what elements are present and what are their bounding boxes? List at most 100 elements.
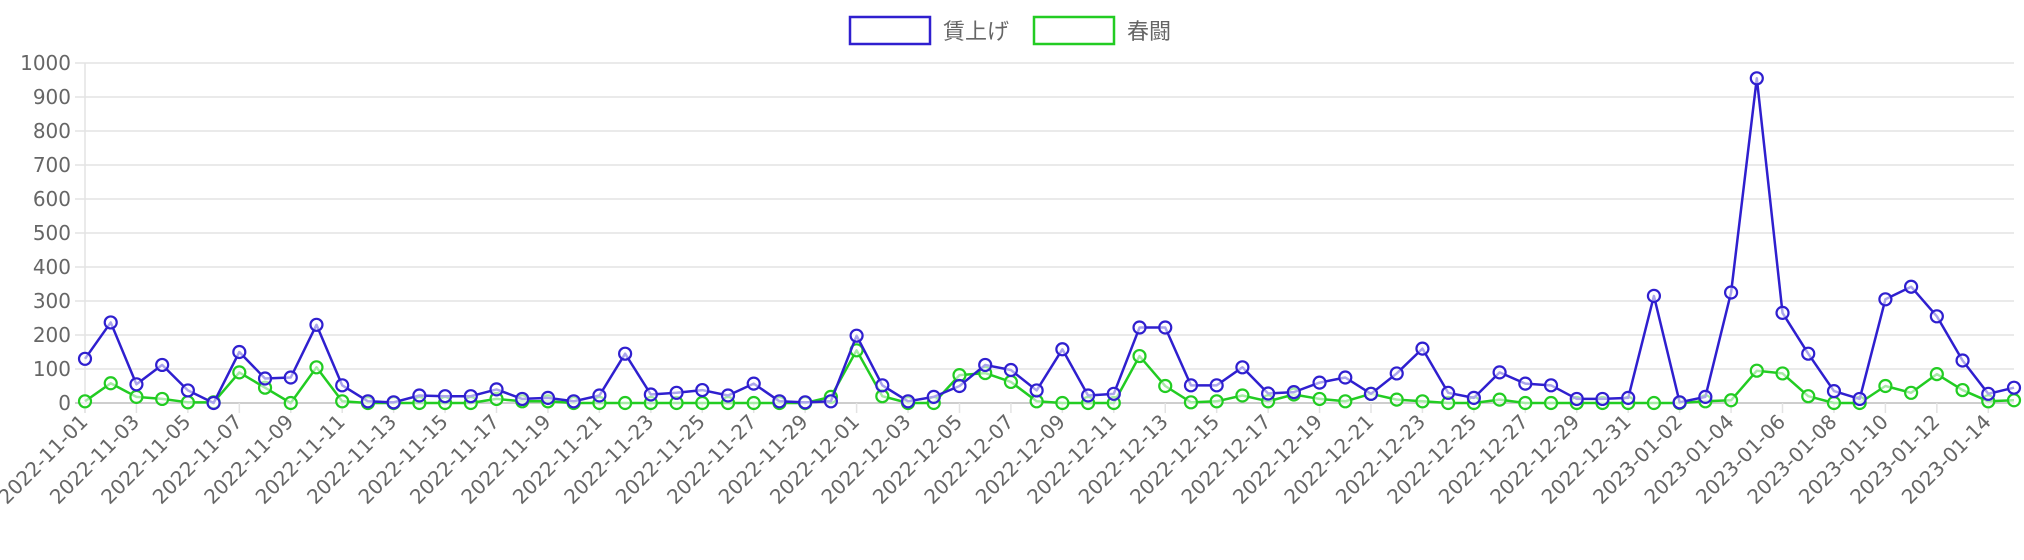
data-point-s1-2023-01-03[interactable] [1698, 389, 1713, 404]
data-point-s2-2022-12-28[interactable] [1543, 395, 1559, 411]
data-point-s1-2022-11-10[interactable] [309, 317, 324, 332]
data-point-s2-2022-11-11[interactable] [335, 394, 350, 409]
data-point-s2-2023-01-10[interactable] [1878, 378, 1893, 394]
data-point-s1-2022-12-06[interactable] [978, 357, 993, 373]
data-point-s1-2022-11-26[interactable] [720, 388, 736, 403]
data-point-s1-2022-12-28[interactable] [1543, 378, 1559, 393]
data-point-s1-2022-11-28[interactable] [772, 394, 787, 409]
legend-item-series-2[interactable]: 春闘 [1032, 15, 1171, 46]
data-point-s1-2022-11-20[interactable] [566, 394, 581, 409]
data-point-s1-2022-12-04[interactable] [926, 389, 941, 404]
data-point-s2-2022-11-27[interactable] [746, 395, 761, 411]
data-point-s1-2022-11-11[interactable] [335, 378, 350, 393]
data-point-s1-2022-12-14[interactable] [1183, 378, 1199, 393]
data-point-s2-2022-11-07[interactable] [232, 365, 247, 380]
data-point-s2-2023-01-04[interactable] [1723, 393, 1739, 408]
data-point-s1-2022-12-27[interactable] [1518, 376, 1533, 391]
data-point-s1-2022-11-09[interactable] [283, 370, 298, 385]
legend-item-series-1[interactable]: 賃上げ [848, 15, 1009, 46]
data-point-s1-2023-01-12[interactable] [1929, 309, 1944, 324]
data-point-s2-2023-01-11[interactable] [1904, 385, 1919, 400]
data-point-s2-2023-01-07[interactable] [1801, 389, 1816, 404]
data-point-s1-2022-11-12[interactable] [360, 394, 376, 409]
data-point-s2-2022-12-20[interactable] [1338, 394, 1353, 409]
data-point-s1-2022-12-18[interactable] [1286, 385, 1301, 400]
data-point-s1-2023-01-01[interactable] [1646, 288, 1662, 303]
data-point-s1-2022-11-14[interactable] [412, 388, 427, 403]
data-point-s1-2022-11-27[interactable] [746, 376, 761, 391]
data-point-s1-2022-11-23[interactable] [643, 387, 658, 402]
data-point-s1-2023-01-04[interactable] [1723, 285, 1739, 300]
data-point-s1-2023-01-07[interactable] [1801, 346, 1816, 361]
data-point-s1-2022-12-05[interactable] [952, 378, 967, 394]
data-point-s2-2022-12-27[interactable] [1518, 395, 1533, 411]
data-point-s1-2022-12-29[interactable] [1569, 391, 1584, 407]
data-point-s2-2023-01-06[interactable] [1775, 366, 1790, 381]
data-point-s1-2022-12-02[interactable] [875, 378, 890, 393]
data-point-s2-2023-01-15[interactable] [2006, 393, 2022, 408]
data-point-s1-2022-12-25[interactable] [1466, 390, 1481, 405]
data-point-s1-2022-11-29[interactable] [798, 395, 813, 410]
data-point-s1-2022-11-25[interactable] [695, 382, 710, 398]
data-point-s1-2022-12-15[interactable] [1209, 378, 1224, 393]
data-point-s1-2023-01-10[interactable] [1878, 292, 1893, 307]
data-point-s1-2022-11-21[interactable] [592, 388, 607, 403]
data-point-s1-2022-12-24[interactable] [1441, 385, 1456, 400]
data-point-s1-2022-12-13[interactable] [1158, 320, 1173, 335]
data-point-s1-2022-12-22[interactable] [1389, 366, 1404, 381]
data-point-s1-2022-11-01[interactable] [77, 351, 93, 366]
data-point-s1-2022-11-30[interactable] [823, 394, 838, 409]
data-point-s1-2022-11-07[interactable] [232, 344, 247, 360]
data-point-s1-2023-01-11[interactable] [1904, 279, 1919, 294]
data-point-s1-2022-12-10[interactable] [1080, 388, 1096, 403]
data-point-s1-2022-12-21[interactable] [1363, 386, 1379, 401]
data-point-s2-2022-11-10[interactable] [309, 360, 324, 375]
data-point-s1-2022-12-31[interactable] [1621, 390, 1636, 405]
data-point-s2-2022-11-04[interactable] [155, 391, 170, 407]
data-point-s1-2022-12-23[interactable] [1415, 341, 1430, 356]
data-point-s1-2023-01-06[interactable] [1775, 305, 1790, 320]
data-point-s2-2022-12-12[interactable] [1132, 348, 1147, 364]
data-point-s1-2022-12-09[interactable] [1055, 342, 1070, 357]
data-point-s1-2022-12-19[interactable] [1312, 375, 1327, 390]
data-point-s2-2022-12-22[interactable] [1389, 392, 1404, 407]
data-point-s1-2022-12-20[interactable] [1338, 370, 1353, 385]
data-point-s2-2022-12-14[interactable] [1183, 395, 1199, 410]
data-point-s1-2023-01-13[interactable] [1955, 353, 1970, 368]
data-point-s1-2022-12-01[interactable] [849, 328, 864, 343]
data-point-s2-2022-12-09[interactable] [1055, 395, 1070, 411]
data-point-s2-2023-01-12[interactable] [1929, 367, 1944, 382]
data-point-s1-2022-11-13[interactable] [386, 395, 401, 410]
data-point-s1-2023-01-09[interactable] [1852, 391, 1867, 407]
data-point-s2-2022-11-05[interactable] [180, 395, 195, 410]
data-point-s1-2022-12-12[interactable] [1132, 320, 1147, 335]
data-point-s1-2022-11-19[interactable] [540, 390, 556, 405]
data-point-s1-2023-01-05[interactable] [1749, 71, 1764, 86]
data-point-s1-2022-12-03[interactable] [900, 394, 916, 409]
data-point-s1-2022-11-04[interactable] [155, 357, 170, 373]
data-point-s1-2022-11-03[interactable] [129, 377, 144, 392]
data-point-s2-2022-12-16[interactable] [1235, 388, 1250, 403]
data-point-s1-2022-11-06[interactable] [206, 395, 221, 411]
data-point-s1-2022-11-15[interactable] [437, 389, 453, 404]
data-point-s1-2022-12-11[interactable] [1106, 386, 1121, 401]
data-point-s1-2022-11-22[interactable] [618, 346, 633, 361]
data-point-s2-2022-12-19[interactable] [1312, 391, 1327, 407]
data-point-s2-2023-01-05[interactable] [1749, 363, 1764, 378]
data-point-s1-2023-01-08[interactable] [1826, 384, 1842, 399]
data-point-s1-2022-11-05[interactable] [180, 383, 195, 398]
data-point-s2-2022-12-23[interactable] [1415, 394, 1430, 409]
data-point-s2-2022-12-15[interactable] [1209, 394, 1224, 409]
data-point-s2-2022-12-07[interactable] [1003, 374, 1019, 390]
data-point-s1-2022-12-08[interactable] [1029, 383, 1044, 398]
data-point-s1-2023-01-02[interactable] [1672, 395, 1687, 410]
data-point-s1-2022-12-26[interactable] [1492, 365, 1507, 380]
data-point-s1-2023-01-15[interactable] [2006, 380, 2022, 395]
data-point-s2-2022-12-26[interactable] [1492, 392, 1507, 407]
data-point-s1-2022-12-17[interactable] [1261, 386, 1276, 401]
data-point-s2-2022-11-25[interactable] [695, 395, 710, 411]
data-point-s1-2022-11-02[interactable] [103, 315, 118, 330]
data-point-s1-2022-11-17[interactable] [489, 382, 504, 397]
data-point-s1-2022-12-30[interactable] [1595, 391, 1610, 407]
data-point-s2-2022-11-02[interactable] [103, 376, 118, 391]
